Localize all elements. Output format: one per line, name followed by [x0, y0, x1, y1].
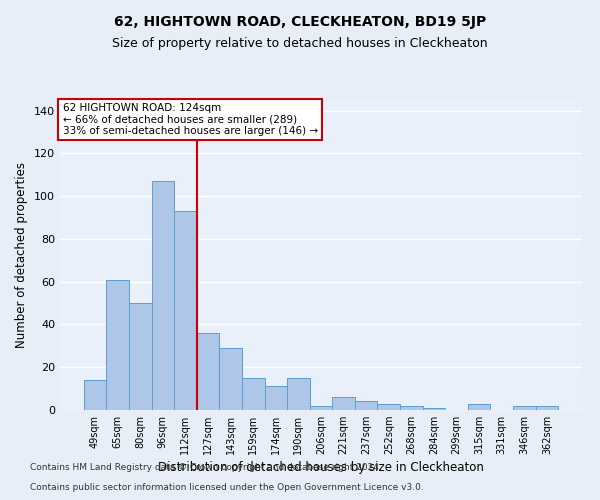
Text: Contains HM Land Registry data © Crown copyright and database right 2024.: Contains HM Land Registry data © Crown c…: [30, 464, 382, 472]
Bar: [174, 211, 197, 410]
Bar: [84, 380, 106, 410]
Text: Size of property relative to detached houses in Cleckheaton: Size of property relative to detached ho…: [112, 38, 488, 51]
Y-axis label: Number of detached properties: Number of detached properties: [16, 162, 28, 348]
Bar: [106, 280, 129, 410]
Bar: [197, 333, 220, 410]
Bar: [536, 406, 558, 410]
Bar: [377, 404, 400, 410]
Bar: [220, 348, 242, 410]
Bar: [152, 181, 174, 410]
Bar: [242, 378, 265, 410]
Bar: [332, 397, 355, 410]
Bar: [129, 303, 152, 410]
Bar: [422, 408, 445, 410]
Bar: [355, 402, 377, 410]
Bar: [468, 404, 490, 410]
Text: 62, HIGHTOWN ROAD, CLECKHEATON, BD19 5JP: 62, HIGHTOWN ROAD, CLECKHEATON, BD19 5JP: [114, 15, 486, 29]
X-axis label: Distribution of detached houses by size in Cleckheaton: Distribution of detached houses by size …: [158, 462, 484, 474]
Bar: [400, 406, 422, 410]
Text: 62 HIGHTOWN ROAD: 124sqm
← 66% of detached houses are smaller (289)
33% of semi-: 62 HIGHTOWN ROAD: 124sqm ← 66% of detach…: [62, 103, 318, 136]
Bar: [287, 378, 310, 410]
Text: Contains public sector information licensed under the Open Government Licence v3: Contains public sector information licen…: [30, 484, 424, 492]
Bar: [310, 406, 332, 410]
Bar: [513, 406, 536, 410]
Bar: [265, 386, 287, 410]
